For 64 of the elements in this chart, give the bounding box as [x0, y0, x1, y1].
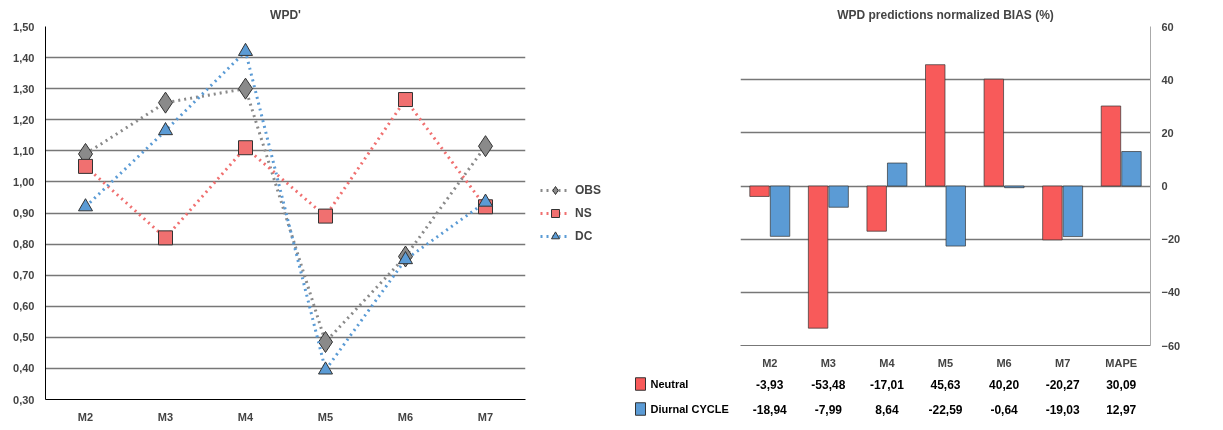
y-tick-label: 0 [1161, 180, 1168, 192]
x-tick-label: M5 [937, 356, 954, 369]
legend-label: OBS [575, 182, 602, 197]
y-tick-label: 0,30 [13, 393, 35, 406]
x-tick-label: M4 [237, 410, 255, 423]
y-tick-label: −40 [1161, 286, 1181, 299]
x-tick-label: MAPE [1105, 356, 1138, 369]
data-label: 40,20 [989, 377, 1020, 392]
point [318, 208, 333, 224]
data-label: 8,64 [875, 402, 899, 417]
legend-label: NS [575, 205, 593, 220]
chart-title: WPD' [270, 7, 302, 22]
y-tick-label: 0,90 [13, 207, 35, 219]
y-tick-label: 1,20 [13, 113, 35, 126]
y-tick-label: −20 [1161, 233, 1181, 246]
point [478, 193, 493, 207]
point [158, 230, 173, 246]
x-tick-label: M7 [1055, 356, 1071, 369]
x-tick-label: M4 [879, 356, 896, 369]
data-label: -19,03 [1045, 402, 1080, 417]
y-tick-label: 0,40 [13, 362, 35, 375]
y-tick-label: −60 [1161, 339, 1181, 352]
data-label: -7,99 [814, 402, 843, 417]
y-tick-label: 0,80 [13, 238, 35, 251]
point [398, 92, 413, 108]
y-tick-label: 0,70 [13, 269, 35, 282]
data-label: 30,09 [1106, 377, 1137, 392]
x-tick-label: M5 [317, 410, 334, 423]
point [318, 361, 333, 375]
x-tick-label: M7 [477, 410, 494, 423]
y-tick-label: 1,50 [13, 20, 35, 33]
data-label: -0,64 [990, 402, 1019, 417]
point [238, 140, 253, 156]
x-tick-label: M6 [397, 410, 414, 423]
y-tick-label: 1,00 [13, 175, 35, 188]
data-label: -53,48 [811, 377, 846, 392]
legend-label: DC [575, 228, 594, 243]
data-label: 12,97 [1106, 402, 1137, 417]
point [78, 198, 93, 212]
y-tick-label: 40 [1161, 73, 1174, 86]
x-tick-label: M2 [762, 356, 778, 369]
data-label: -20,27 [1045, 377, 1080, 392]
y-tick-label: 20 [1161, 126, 1174, 139]
chart-title: WPD predictions normalized BIAS (%) [837, 7, 1054, 22]
data-label: -22,59 [928, 402, 963, 417]
point [398, 251, 413, 265]
x-tick-label: M3 [157, 410, 174, 423]
x-tick-label: M2 [77, 410, 94, 423]
y-tick-label: 1,40 [13, 51, 35, 64]
point [158, 122, 173, 136]
x-tick-label: M6 [996, 356, 1012, 369]
y-tick-label: 60 [1161, 20, 1174, 33]
data-label: -3,93 [756, 377, 784, 392]
y-tick-label: 1,10 [13, 144, 35, 157]
data-label: -17,01 [869, 377, 905, 392]
y-tick-label: 0,60 [13, 300, 35, 313]
legend-label: Diurnal CYCLE [650, 403, 729, 415]
y-tick-label: 0,50 [13, 331, 35, 344]
point [78, 158, 93, 174]
y-tick-label: 1,30 [13, 82, 35, 95]
data-label: -18,94 [752, 402, 788, 417]
data-label: 45,63 [930, 377, 961, 392]
legend-label: Neutral [650, 378, 689, 390]
x-tick-label: M3 [820, 356, 836, 369]
